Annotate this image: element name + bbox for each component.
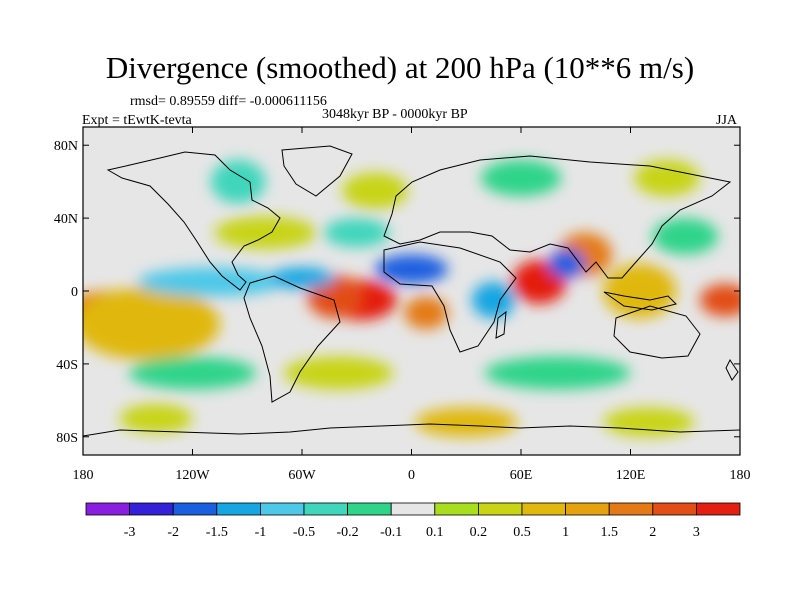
x-tick-label-5: 120E [616,468,646,483]
colorbar-label-13: 3 [693,525,700,540]
colorbar-label-2: -1.5 [206,525,228,540]
field-blob-17 [210,159,266,204]
colorbar-label-8: 0.2 [470,525,488,540]
field-blob-1 [83,287,220,361]
colorbar-box-3 [216,502,261,516]
colorbar-box-4 [259,502,305,516]
field-blob-25 [415,407,518,437]
field-blob-23 [484,356,631,390]
coastline-australia [613,305,701,359]
coastline-africa [383,241,517,353]
colorbar-label-5: -0.2 [337,525,359,540]
colorbar-label-1: -2 [167,525,179,540]
colorbar-label-9: 0.5 [513,525,531,540]
field-blob-26 [603,407,695,437]
y-tick-label-3: 40S [56,358,78,373]
field-blob-21 [128,356,257,390]
y-tick-label-0: 80N [54,139,78,154]
x-tick-label-0: 180 [73,468,94,483]
x-tick-label-2: 60W [288,468,316,483]
x-tick-label-4: 60E [510,468,533,483]
colorbar-label-11: 1.5 [600,525,618,540]
colorbar-box-2 [172,502,218,516]
y-tick-label-4: 80S [56,431,78,446]
colorbar-box-7 [390,502,436,516]
colorbar-label-7: 0.1 [426,525,444,540]
x-tick-label-1: 120W [175,468,210,483]
colorbar-box-12 [608,502,654,516]
colorbar-box-9 [477,502,523,516]
colorbar-box-13 [652,502,697,516]
colorbar-label-10: 1 [562,525,569,540]
y-axis: 80N 40N 0 40S 80S [54,139,740,446]
field-blob-19 [480,159,562,197]
colorbar-label-6: -0.1 [380,525,402,540]
coastline-south-america [243,275,341,403]
plot-title: Divergence (smoothed) at 200 hPa (10**6 … [105,50,695,85]
period-label: 3048kyr BP - 0000kyr BP [322,107,468,122]
coastlines [83,145,740,437]
colorbar-label-12: 2 [649,525,656,540]
field-blob-20 [634,159,700,197]
experiment-label: Expt = tEwtK-tevta [82,113,192,128]
x-tick-label-6: 180 [730,468,751,483]
coastline-greenland [281,145,353,197]
field-blob-12 [471,281,516,319]
coastline-north-america [106,151,281,291]
field-blob-18 [342,172,408,209]
coastline-antarctica [83,423,740,437]
colorbar-label-4: -0.5 [293,525,315,540]
divergence-field [83,159,740,437]
season-label: JJA [716,113,738,128]
field-blob-4 [404,296,448,330]
y-tick-label-2: 0 [71,285,78,300]
coastline-madagascar [495,310,507,339]
field-blob-13 [548,249,585,279]
colorbar-box-10 [521,502,566,516]
colorbar-label-0: -3 [124,525,136,540]
colorbar-box-14 [696,502,741,516]
x-tick-label-3: 0 [408,468,415,483]
coastline-eurasia [383,155,732,279]
field-blob-24 [119,403,193,434]
field-blob-15 [214,216,317,250]
field-blob-14 [652,218,719,255]
colorbar-label-3: -1 [255,525,267,540]
colorbar-box-11 [565,502,610,516]
field-blob-9 [137,267,284,297]
field-blob-8 [699,283,740,317]
coastline-new-zealand [725,359,739,381]
y-tick-label-1: 40N [54,212,78,227]
colorbar-box-8 [434,502,479,516]
rmsd-diff-stats: rmsd= 0.89559 diff= -0.000611156 [130,94,327,109]
coastline-maritime-continent [603,291,677,311]
field-blob-11 [375,254,448,284]
colorbar: -3 -2 -1.5 -1 -0.5 -0.2 -0.1 0.1 0.2 0.5 1 1.5 2 3 [85,502,741,540]
field-blob-10 [269,267,335,290]
colorbar-box-0 [85,502,130,516]
field-blob-22 [283,356,394,390]
x-axis: 180 120W 60W 0 60E 120E 180 [73,127,751,483]
colorbar-box-6 [347,502,392,516]
field-blob-16 [323,218,390,248]
colorbar-box-5 [303,502,348,516]
colorbar-box-1 [129,502,174,516]
